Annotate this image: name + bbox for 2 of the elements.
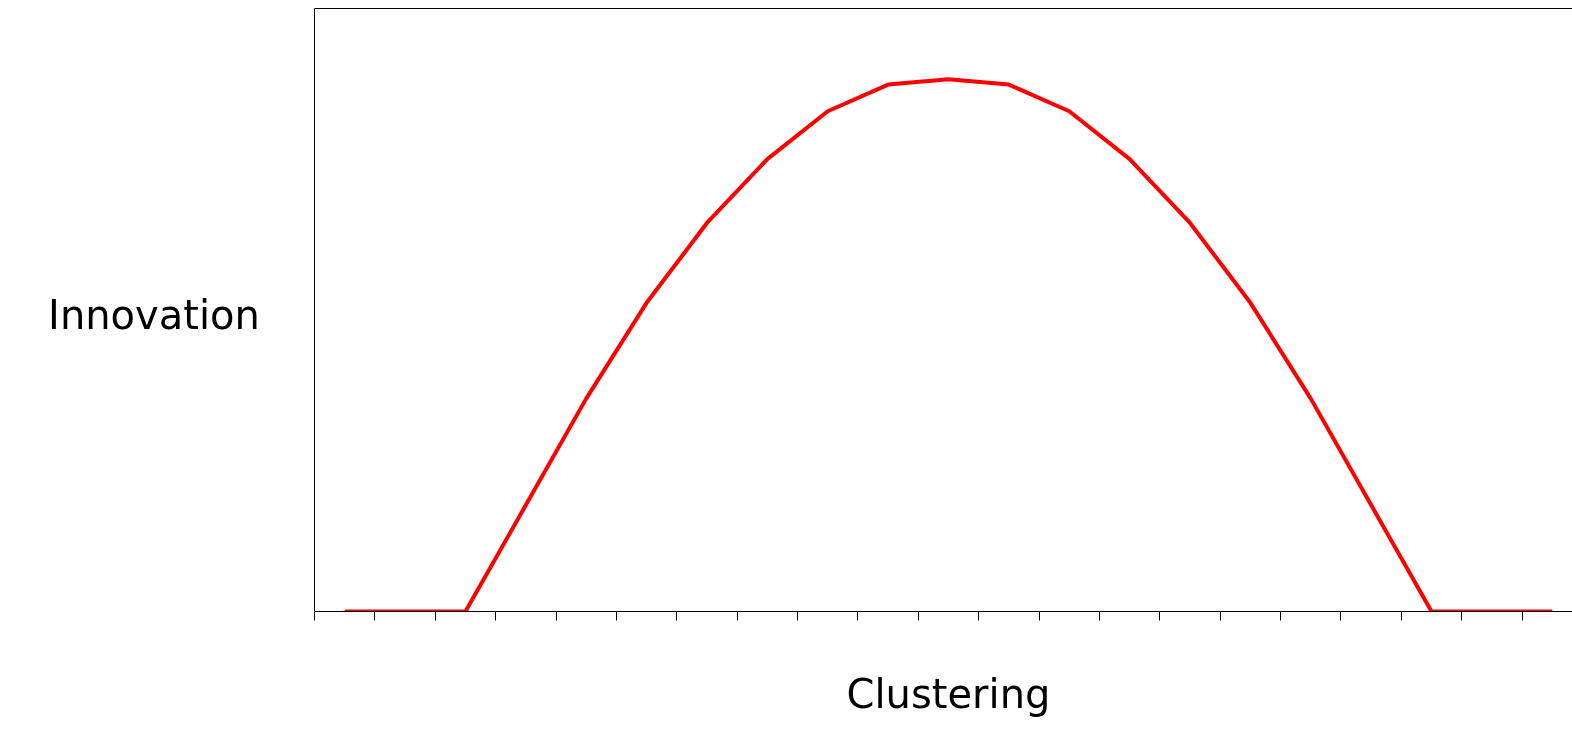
y-axis-title: Innovation: [47, 291, 261, 340]
x-axis-title: Clustering: [846, 670, 1051, 717]
